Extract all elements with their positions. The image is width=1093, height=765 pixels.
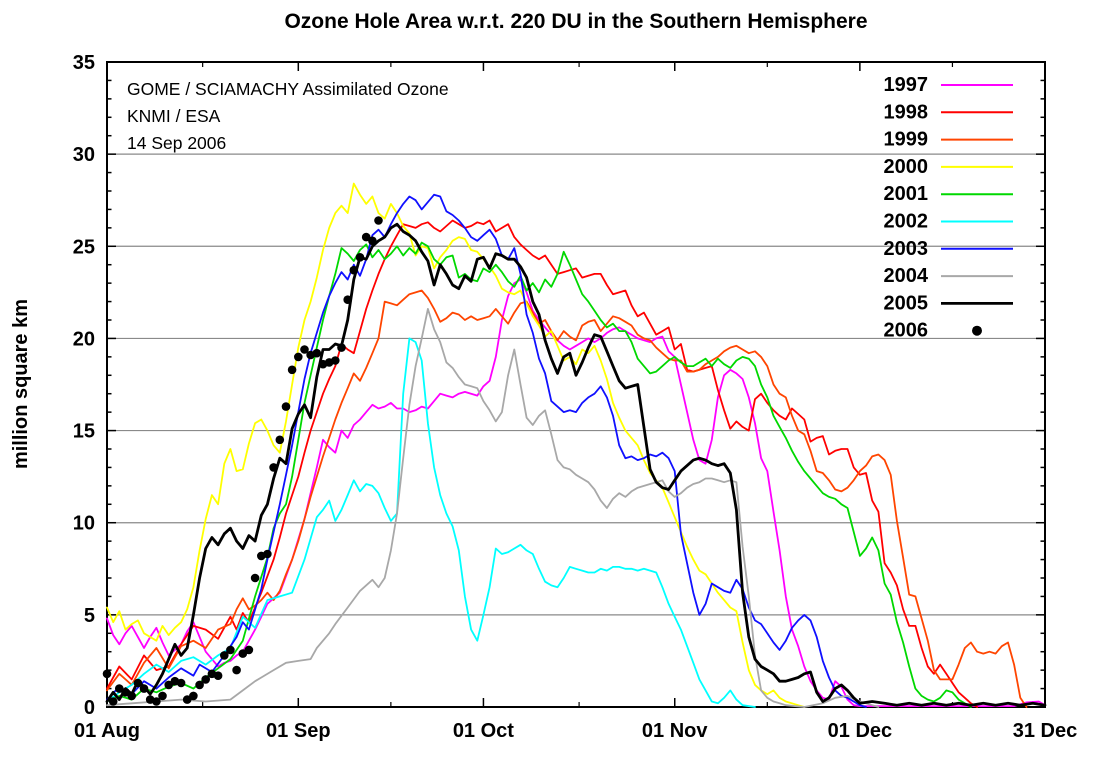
data-dot-2006 [287, 365, 297, 375]
data-dot-2006 [152, 697, 161, 706]
chart-title: Ozone Hole Area w.r.t. 220 DU in the Sou… [284, 10, 867, 33]
data-dot-2006 [158, 691, 167, 701]
data-dot-2006 [232, 665, 241, 675]
data-dot-2006 [213, 671, 223, 680]
legend-label-2002: 2002 [884, 211, 929, 233]
y-tick-0: 0 [84, 697, 95, 719]
series-line-2000 [106, 182, 806, 708]
plot-border [106, 61, 1046, 708]
x-tick-labels: 01 Aug 01 Sep 01 Oct 01 Nov 01 Dec 31 De… [74, 720, 1077, 742]
data-dot-2006 [121, 688, 130, 697]
data-dot-2006 [361, 232, 371, 242]
data-dot-2006 [220, 651, 229, 660]
data-dot-2006 [127, 691, 136, 701]
legend-label-1998: 1998 [884, 101, 929, 123]
annotation-institute: KNMI / ESA [127, 106, 221, 126]
y-tick-labels: 0 5 10 15 20 25 30 35 [73, 52, 95, 719]
data-dot-2006 [139, 684, 149, 693]
legend-label-2004: 2004 [884, 265, 929, 287]
data-dot-2006 [182, 695, 192, 704]
series-dots-2006 [102, 216, 383, 706]
data-dot-2006 [133, 678, 143, 688]
series-line-1999 [106, 289, 1028, 708]
data-dot-2006 [374, 216, 383, 225]
data-dot-2006 [337, 343, 346, 352]
y-tick-25: 25 [73, 236, 95, 258]
series-line-2002 [106, 337, 756, 708]
data-dot-2006 [349, 265, 359, 275]
annotation-source: GOME / SCIAMACHY Assimilated Ozone [127, 79, 449, 99]
data-dot-2006 [176, 678, 186, 688]
data-dot-2006 [294, 352, 303, 362]
data-dot-2006 [331, 356, 340, 365]
legend-label-2005: 2005 [884, 292, 929, 314]
series-line-2001 [106, 241, 972, 708]
data-dot-2006 [269, 463, 278, 472]
data-dot-2006 [250, 573, 260, 583]
y-tick-10: 10 [73, 513, 95, 535]
data-dot-2006 [263, 549, 272, 559]
data-dot-2006 [281, 402, 291, 411]
series-curves [102, 182, 1047, 708]
data-dot-2006 [195, 680, 204, 690]
data-dot-2006 [102, 669, 112, 679]
series-line-2005 [105, 222, 1047, 707]
y-axis-title: million square km [10, 299, 32, 469]
data-dot-2006 [189, 691, 198, 701]
axis-ticks [106, 61, 1046, 708]
x-tick-nov: 01 Nov [642, 720, 708, 742]
y-tick-30: 30 [73, 144, 95, 166]
series-line-1998 [106, 219, 978, 708]
data-dot-2006 [108, 697, 118, 706]
data-dot-2006 [343, 295, 353, 305]
y-tick-15: 15 [73, 421, 95, 443]
legend-sample-dot-2006 [972, 325, 982, 336]
legend-label-1999: 1999 [884, 129, 929, 151]
data-dot-2006 [300, 345, 309, 354]
data-dot-2006 [368, 236, 377, 246]
annotation-date: 14 Sep 2006 [127, 133, 226, 153]
data-dot-2006 [275, 435, 285, 445]
y-tick-5: 5 [84, 605, 95, 627]
x-tick-oct: 01 Oct [453, 720, 514, 742]
gridlines [107, 153, 1045, 616]
data-dot-2006 [164, 680, 173, 690]
data-dot-2006 [244, 645, 254, 655]
data-dot-2006 [312, 348, 322, 358]
data-dot-2006 [226, 645, 235, 655]
x-tick-dec31: 31 Dec [1013, 720, 1078, 742]
series-line-1997 [106, 278, 1046, 707]
x-tick-dec: 01 Dec [828, 720, 893, 742]
series-line-2004 [106, 307, 880, 708]
legend: 1997 1998 1999 2000 2001 2002 2003 2004 2005 2006 [884, 74, 1013, 342]
data-dot-2006 [115, 684, 124, 693]
legend-label-2000: 2000 [884, 156, 929, 178]
legend-label-2001: 2001 [884, 183, 929, 205]
y-tick-35: 35 [73, 52, 95, 74]
data-dot-2006 [355, 252, 365, 262]
data-dot-2006 [201, 675, 210, 684]
legend-label-1997: 1997 [884, 74, 929, 96]
x-tick-sep: 01 Sep [266, 720, 330, 742]
x-tick-aug: 01 Aug [74, 720, 140, 742]
legend-label-2006: 2006 [884, 320, 929, 342]
y-tick-20: 20 [73, 328, 95, 350]
legend-label-2003: 2003 [884, 238, 929, 260]
